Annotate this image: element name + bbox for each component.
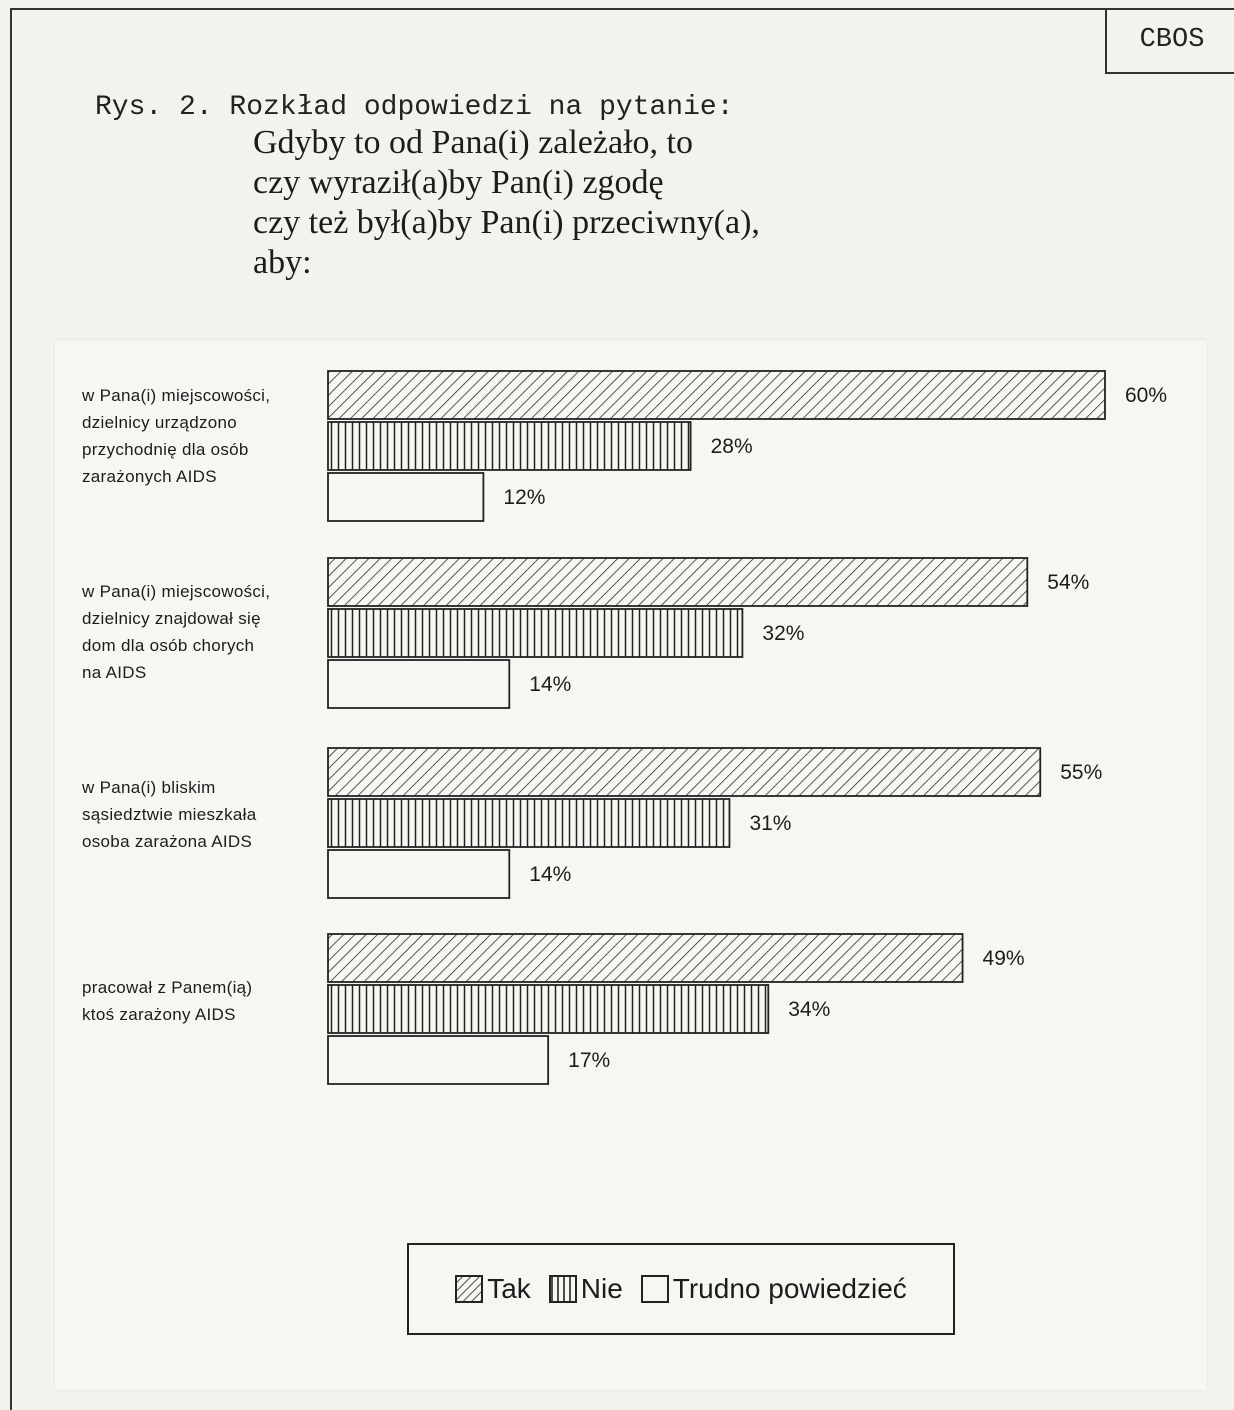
bar-tak <box>327 557 1029 607</box>
question-line: aby: <box>253 244 312 281</box>
chart-legend: Tak Nie Trudno powiedzieć <box>407 1243 955 1335</box>
bar-nie <box>327 798 731 848</box>
data-label: 60% <box>1125 384 1167 407</box>
bar-trudno <box>327 659 511 709</box>
category-label: w Pana(i) bliskim sąsiedztwie mieszkała … <box>82 778 257 851</box>
data-label: 14% <box>529 863 571 886</box>
data-label: 34% <box>788 998 830 1021</box>
data-label: 14% <box>529 673 571 696</box>
legend-swatch-vertical <box>548 1275 577 1303</box>
bar-tak <box>327 370 1106 420</box>
cbos-badge: CBOS <box>1105 8 1234 74</box>
data-label: 55% <box>1060 761 1102 784</box>
bar-trudno <box>327 472 485 522</box>
question-line: Gdyby to od Pana(i) zależało, to <box>253 124 693 161</box>
question-line: czy też był(a)by Pan(i) przeciwny(a), <box>253 204 760 241</box>
bar-tak <box>327 933 964 983</box>
question-line: czy wyraził(a)by Pan(i) zgodę <box>253 164 664 201</box>
bar-chart: 60% 28% 12% 54% 32% 14% 55% 31% 14% 49% 34% 17% <box>327 370 1167 1085</box>
data-label: 31% <box>749 812 791 835</box>
data-label: 17% <box>568 1049 610 1072</box>
legend-swatch-diagonal <box>455 1275 484 1303</box>
legend-item-trudno: Trudno powiedzieć <box>640 1273 907 1305</box>
legend-swatch-empty <box>640 1275 669 1303</box>
legend-label: Tak <box>487 1273 531 1304</box>
figure-caption: Rys. 2. Rozkład odpowiedzi na pytanie: <box>95 92 734 123</box>
bar-nie <box>327 984 770 1034</box>
bar-nie <box>327 608 744 658</box>
data-label: 12% <box>503 486 545 509</box>
category-label: w Pana(i) miejscowości, dzielnicy urządz… <box>82 386 271 486</box>
legend-label: Trudno powiedzieć <box>672 1273 907 1304</box>
category-label: pracował z Panem(ią) ktoś zarażony AIDS <box>82 978 253 1024</box>
legend-label: Nie <box>580 1273 623 1304</box>
bar-nie <box>327 421 692 471</box>
bar-trudno <box>327 849 511 899</box>
page-frame <box>10 8 1234 1410</box>
question-text: Gdyby to od Pana(i) zależało, to czy wyr… <box>253 123 760 283</box>
data-label: 54% <box>1047 571 1089 594</box>
bar-trudno <box>327 1035 550 1085</box>
data-label: 49% <box>983 947 1025 970</box>
data-label: 32% <box>762 622 804 645</box>
chart-panel: w Pana(i) miejscowości, dzielnicy urządz… <box>55 340 1207 1390</box>
data-label: 28% <box>711 435 753 458</box>
legend-item-tak: Tak <box>455 1273 531 1305</box>
legend-item-nie: Nie <box>548 1273 623 1305</box>
category-label: w Pana(i) miejscowości, dzielnicy znajdo… <box>82 582 271 682</box>
bar-tak <box>327 747 1042 797</box>
